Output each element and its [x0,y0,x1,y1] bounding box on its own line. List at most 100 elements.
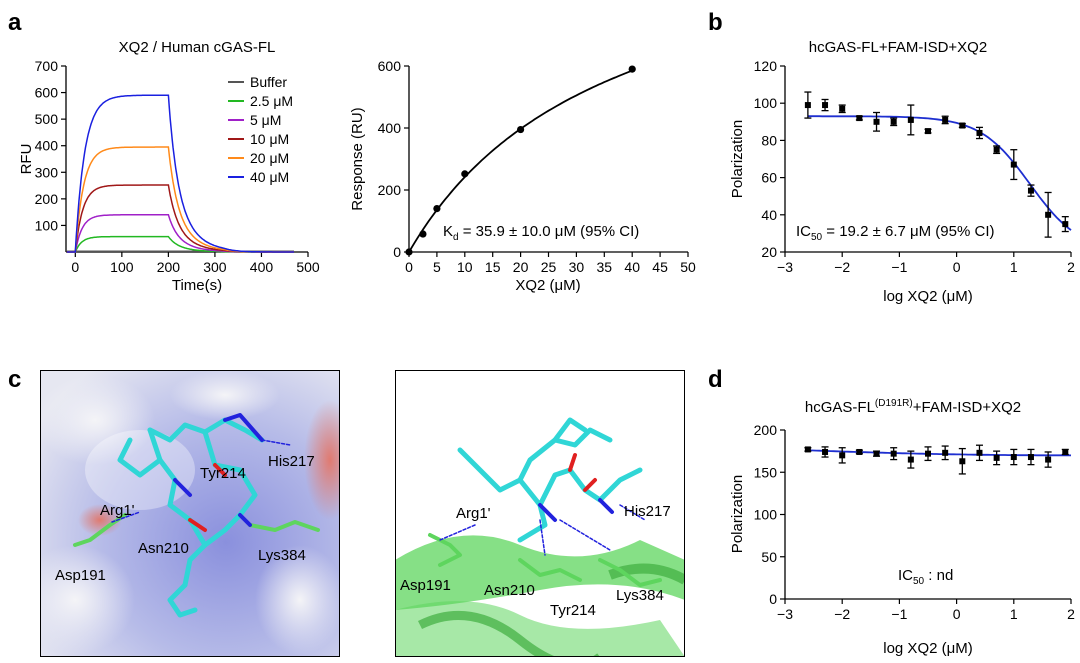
chart-b-point [804,102,811,109]
chart-a1-ytick-label: 400 [35,138,59,154]
residue-label-his217-right: His217 [624,503,671,520]
chart-b-ylabel: Polarization [729,120,746,198]
chart-a2-xtick-label: 50 [680,259,696,275]
chart-d-xtick-label: −1 [891,606,907,622]
chart-a2-xtick-label: 40 [624,259,640,275]
chart-a1-ytick-label: 300 [35,164,59,180]
residue-label-asp191-right: Asp191 [400,577,451,594]
chart-a1-ytick-label: 700 [35,58,59,74]
residue-label-tyr214-left: Tyr214 [200,465,246,482]
chart-a2-xtick-label: 25 [541,259,557,275]
chart-a1-xtick-label: 500 [296,259,320,275]
chart-b-ytick-label: 120 [754,58,778,74]
chart-d-point [959,458,966,465]
chart-d-point [1045,456,1052,463]
residue-label-asp191-left: Asp191 [55,567,106,584]
chart-b-ic50-annotation: IC50 = 19.2 ± 6.7 μM (95% CI) [796,223,995,243]
chart-b-xtick-label: 1 [1010,259,1018,275]
chart-b-point [976,129,983,136]
chart-b-xtick-label: 2 [1067,259,1075,275]
chart-a2-point [405,248,413,256]
chart-d-ytick-label: 50 [761,549,777,565]
chart-b-point [839,105,846,112]
chart-a1-xtick-label: 300 [203,259,227,275]
chart-b-point [890,118,897,125]
structure-surface-frame [40,370,340,657]
chart-a1-legend-label: 2.5 μM [250,93,293,109]
panel-label-a: a [8,9,22,36]
chart-b-polarization: hcGAS-FL+FAM-ISD+XQ2 −3 −2 −1 0 1 2 20 40 60 80 10… [729,39,1075,305]
chart-d-point [925,450,931,457]
chart-b-xtick-label: −2 [834,259,850,275]
chart-d-xtick-label: −2 [834,606,850,622]
chart-b-ytick-label: 100 [754,95,778,111]
chart-d-xtick-label: −3 [777,606,793,622]
chart-b-point [822,102,829,109]
chart-d-fit-curve [807,449,1072,457]
chart-d-point [993,454,1000,461]
chart-a1-xtick-label: 200 [157,259,181,275]
chart-a2-ytick-label: 400 [378,120,402,136]
chart-a2-ytick-label: 600 [378,58,402,74]
chart-a1-ytick-label: 600 [35,85,59,101]
chart-d-ic50-annotation: IC50 : nd [898,567,953,587]
chart-a2-ylabel: Response (RU) [349,107,366,210]
chart-a1-ylabel: RFU [18,144,35,175]
chart-b-ytick-label: 20 [761,244,777,260]
chart-a2-ytick-label: 0 [393,244,401,260]
chart-d-point [804,446,811,453]
chart-d-xtick-label: 0 [953,606,961,622]
chart-b-xlabel: log XQ2 (μM) [883,288,973,305]
chart-d-point [942,449,949,456]
chart-b-point [1010,161,1017,168]
chart-a1-ytick-label: 100 [35,217,59,233]
chart-b-point [925,128,931,135]
chart-b-point [1045,211,1052,218]
chart-b-xtick-label: −1 [891,259,907,275]
residue-label-lys384-right: Lys384 [616,587,664,604]
chart-b-xtick-label: 0 [953,259,961,275]
chart-d-point [890,450,897,457]
chart-d-point [1062,448,1069,455]
chart-b-ytick-label: 40 [761,207,777,223]
chart-a2-kd-annotation: Kd = 35.9 ± 10.0 μM (95% CI) [443,223,639,243]
chart-a2-ytick-label: 200 [378,182,402,198]
chart-a2-xlabel: XQ2 (μM) [515,277,580,294]
chart-a1-sensorgram: XQ2 / Human cGAS-FL 0 100 200 300 400 500 100 2… [18,39,320,294]
chart-a1-legend-label: 10 μM [250,131,289,147]
residue-label-asn210-left: Asn210 [138,540,189,557]
chart-d-point [976,449,983,456]
chart-a1-series-line [66,94,294,253]
residue-label-tyr214-right: Tyr214 [550,602,596,619]
structure-surface-view: His217 Tyr214 Arg1' Asn210 Lys384 Asp191 [40,370,340,657]
chart-a2-point [517,125,525,134]
chart-b-point [907,116,914,123]
chart-a2-point [433,205,441,213]
chart-d-point [1010,454,1017,461]
chart-a2-xtick-label: 10 [457,259,473,275]
chart-b-point [873,118,880,125]
chart-a2-point [461,170,469,178]
chart-b-xtick-label: −3 [777,259,793,275]
chart-a2-xtick-label: 35 [597,259,613,275]
residue-label-arg1-left: Arg1' [100,502,135,519]
chart-b-point [1062,221,1069,228]
chart-b-point [959,122,966,129]
chart-d-point [1027,454,1034,461]
chart-d-point [907,456,914,463]
chart-a2-xtick-label: 0 [405,259,413,275]
chart-a2-xtick-label: 5 [433,259,441,275]
chart-a1-title: XQ2 / Human cGAS-FL [119,39,276,56]
residue-label-arg1-right: Arg1' [456,505,491,522]
chart-d-ytick-label: 150 [754,464,778,480]
structure-cartoon-frame [395,370,685,657]
chart-b-fit-curve [807,115,1072,231]
chart-a2-point [628,65,636,73]
chart-a1-legend-label: 20 μM [250,150,289,166]
chart-b-ytick-label: 60 [761,170,777,186]
chart-a1-legend-label: Buffer [250,74,287,90]
residue-label-lys384-left: Lys384 [258,547,306,564]
chart-d-polarization: hcGAS-FL(D191R)+FAM-ISD+XQ2 −3 −2 −1 0 1 2 0 50… [729,398,1075,657]
chart-a2-point [419,230,427,238]
